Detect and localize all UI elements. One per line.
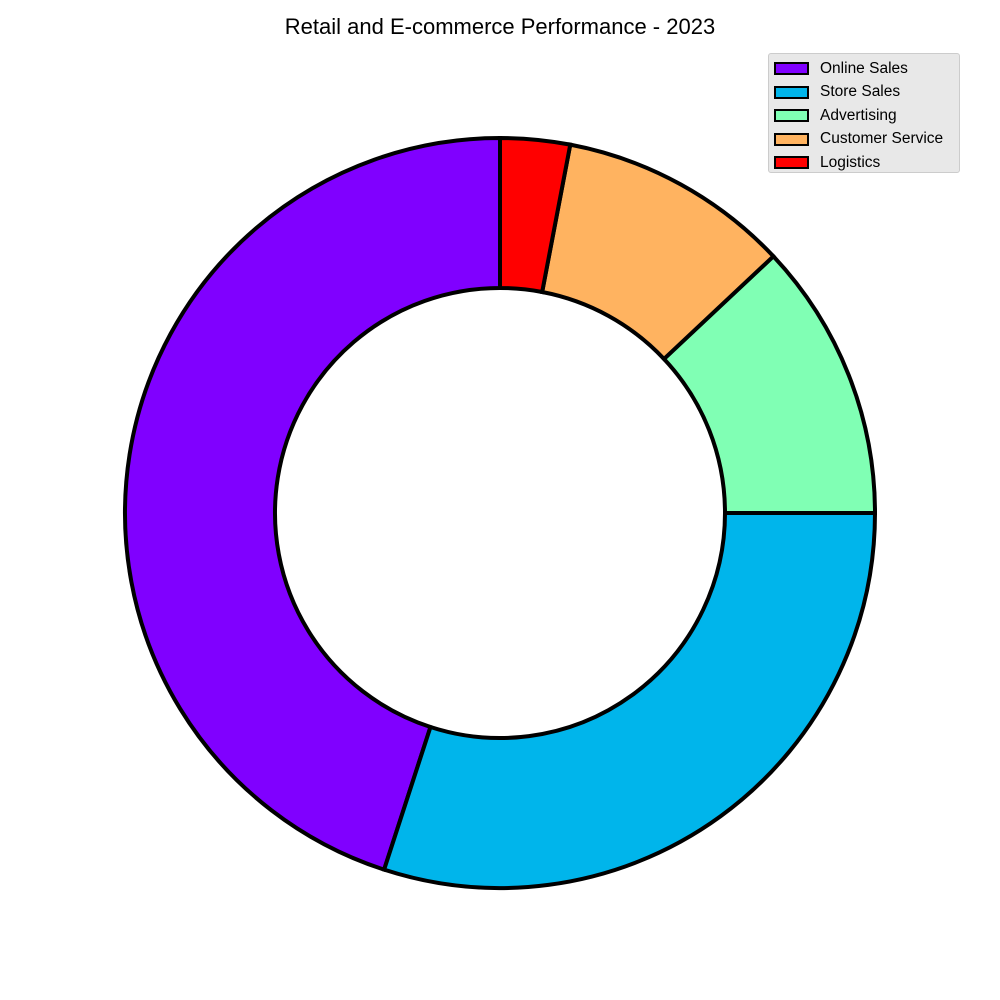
legend-swatch bbox=[774, 109, 809, 123]
legend-swatch bbox=[774, 132, 809, 146]
slice-logistics bbox=[498, 135, 573, 295]
legend-label: Logistics bbox=[820, 153, 881, 171]
legend-swatch bbox=[774, 156, 809, 170]
legend-item-advertising: Advertising bbox=[774, 104, 959, 128]
legend-label: Store Sales bbox=[820, 83, 901, 101]
legend-swatch bbox=[774, 62, 809, 76]
legend: Online Sales Store Sales Advertising Custom… bbox=[768, 53, 960, 173]
legend-item-logistics: Logistics bbox=[774, 151, 959, 175]
slice-store-sales bbox=[381, 511, 878, 890]
legend-label: Advertising bbox=[820, 106, 897, 124]
legend-label: Customer Service bbox=[820, 130, 944, 148]
legend-item-online-sales: Online Sales bbox=[774, 57, 959, 81]
slice-online-sales bbox=[123, 135, 502, 873]
legend-swatch bbox=[774, 85, 809, 99]
legend-item-customer-service: Customer Service bbox=[774, 128, 959, 152]
legend-item-store-sales: Store Sales bbox=[774, 81, 959, 105]
legend-label: Online Sales bbox=[820, 59, 908, 77]
chart-title: Retail and E-commerce Performance - 2023 bbox=[284, 14, 716, 39]
